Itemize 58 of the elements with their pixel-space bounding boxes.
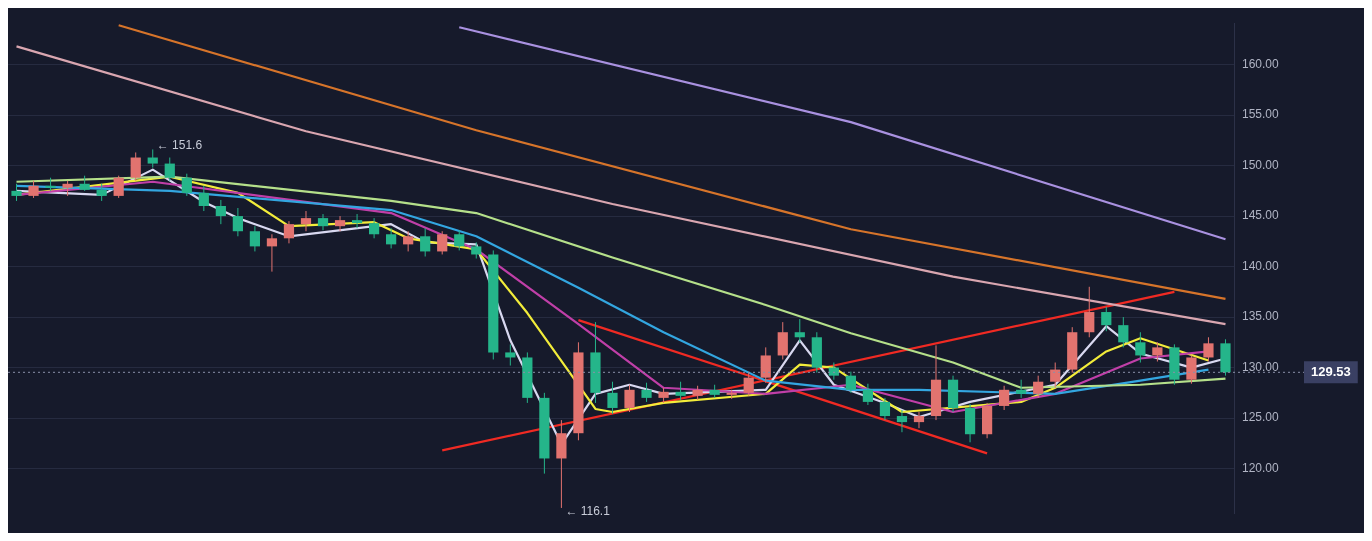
candlestick <box>437 230 448 255</box>
candlestick <box>1033 375 1044 399</box>
annotation: ← 116.1 <box>565 504 611 519</box>
candlestick <box>1050 362 1061 389</box>
candlestick <box>1203 336 1214 363</box>
candlestick <box>607 381 618 415</box>
candlestick <box>283 220 295 244</box>
y-tick-label: 135.00 <box>1242 309 1280 324</box>
y-tick-label: 145.00 <box>1242 208 1280 223</box>
candlestick <box>334 215 346 232</box>
candlestick <box>147 148 158 169</box>
candlestick <box>215 199 226 225</box>
candlestick <box>641 382 652 403</box>
candlestick <box>454 229 465 251</box>
candlestick <box>862 383 874 406</box>
y-tick-label: 160.00 <box>1242 56 1280 71</box>
candlestick <box>403 230 414 252</box>
candlestick <box>386 227 397 249</box>
candlestick <box>624 384 635 413</box>
candlestick <box>181 173 192 197</box>
candlestick <box>198 185 209 212</box>
annotation: ← 151.6 <box>156 137 203 152</box>
candlestick <box>1101 306 1112 332</box>
y-tick-label: 120.00 <box>1242 460 1280 475</box>
candlestick <box>794 318 805 343</box>
candlestick <box>879 397 891 421</box>
candlestick <box>1135 331 1146 364</box>
candlestick <box>113 175 124 199</box>
candlestick <box>913 411 925 429</box>
candlestick <box>1084 286 1095 338</box>
y-tick-label: 125.00 <box>1242 410 1280 425</box>
candlestick <box>249 225 261 252</box>
candlestick <box>1152 341 1163 363</box>
candlestick <box>845 371 856 394</box>
candlestick <box>760 346 771 384</box>
candlestick <box>743 372 754 397</box>
y-tick-label: 130.00 <box>1242 359 1280 374</box>
candlestick <box>675 381 686 401</box>
candlestick <box>164 157 175 182</box>
candlestick <box>1118 316 1129 348</box>
candlestick <box>505 343 516 367</box>
candlestick <box>368 217 380 239</box>
candlestick <box>1016 379 1027 399</box>
candlestick <box>130 151 141 182</box>
candlestick <box>1186 354 1197 385</box>
candlestick <box>300 210 312 232</box>
candlestick <box>999 385 1010 411</box>
y-tick-label: 155.00 <box>1242 107 1280 122</box>
candlestick <box>420 227 431 257</box>
candlestick <box>351 213 363 229</box>
y-tick-label: 140.00 <box>1242 258 1280 273</box>
candlestick <box>266 233 278 273</box>
candlestick <box>777 321 788 360</box>
ref-line-label: 129.53 <box>1311 363 1351 379</box>
candlestick <box>317 213 329 231</box>
y-tick-label: 150.00 <box>1242 157 1280 172</box>
candlestick <box>896 409 908 433</box>
candlestick <box>232 207 243 237</box>
